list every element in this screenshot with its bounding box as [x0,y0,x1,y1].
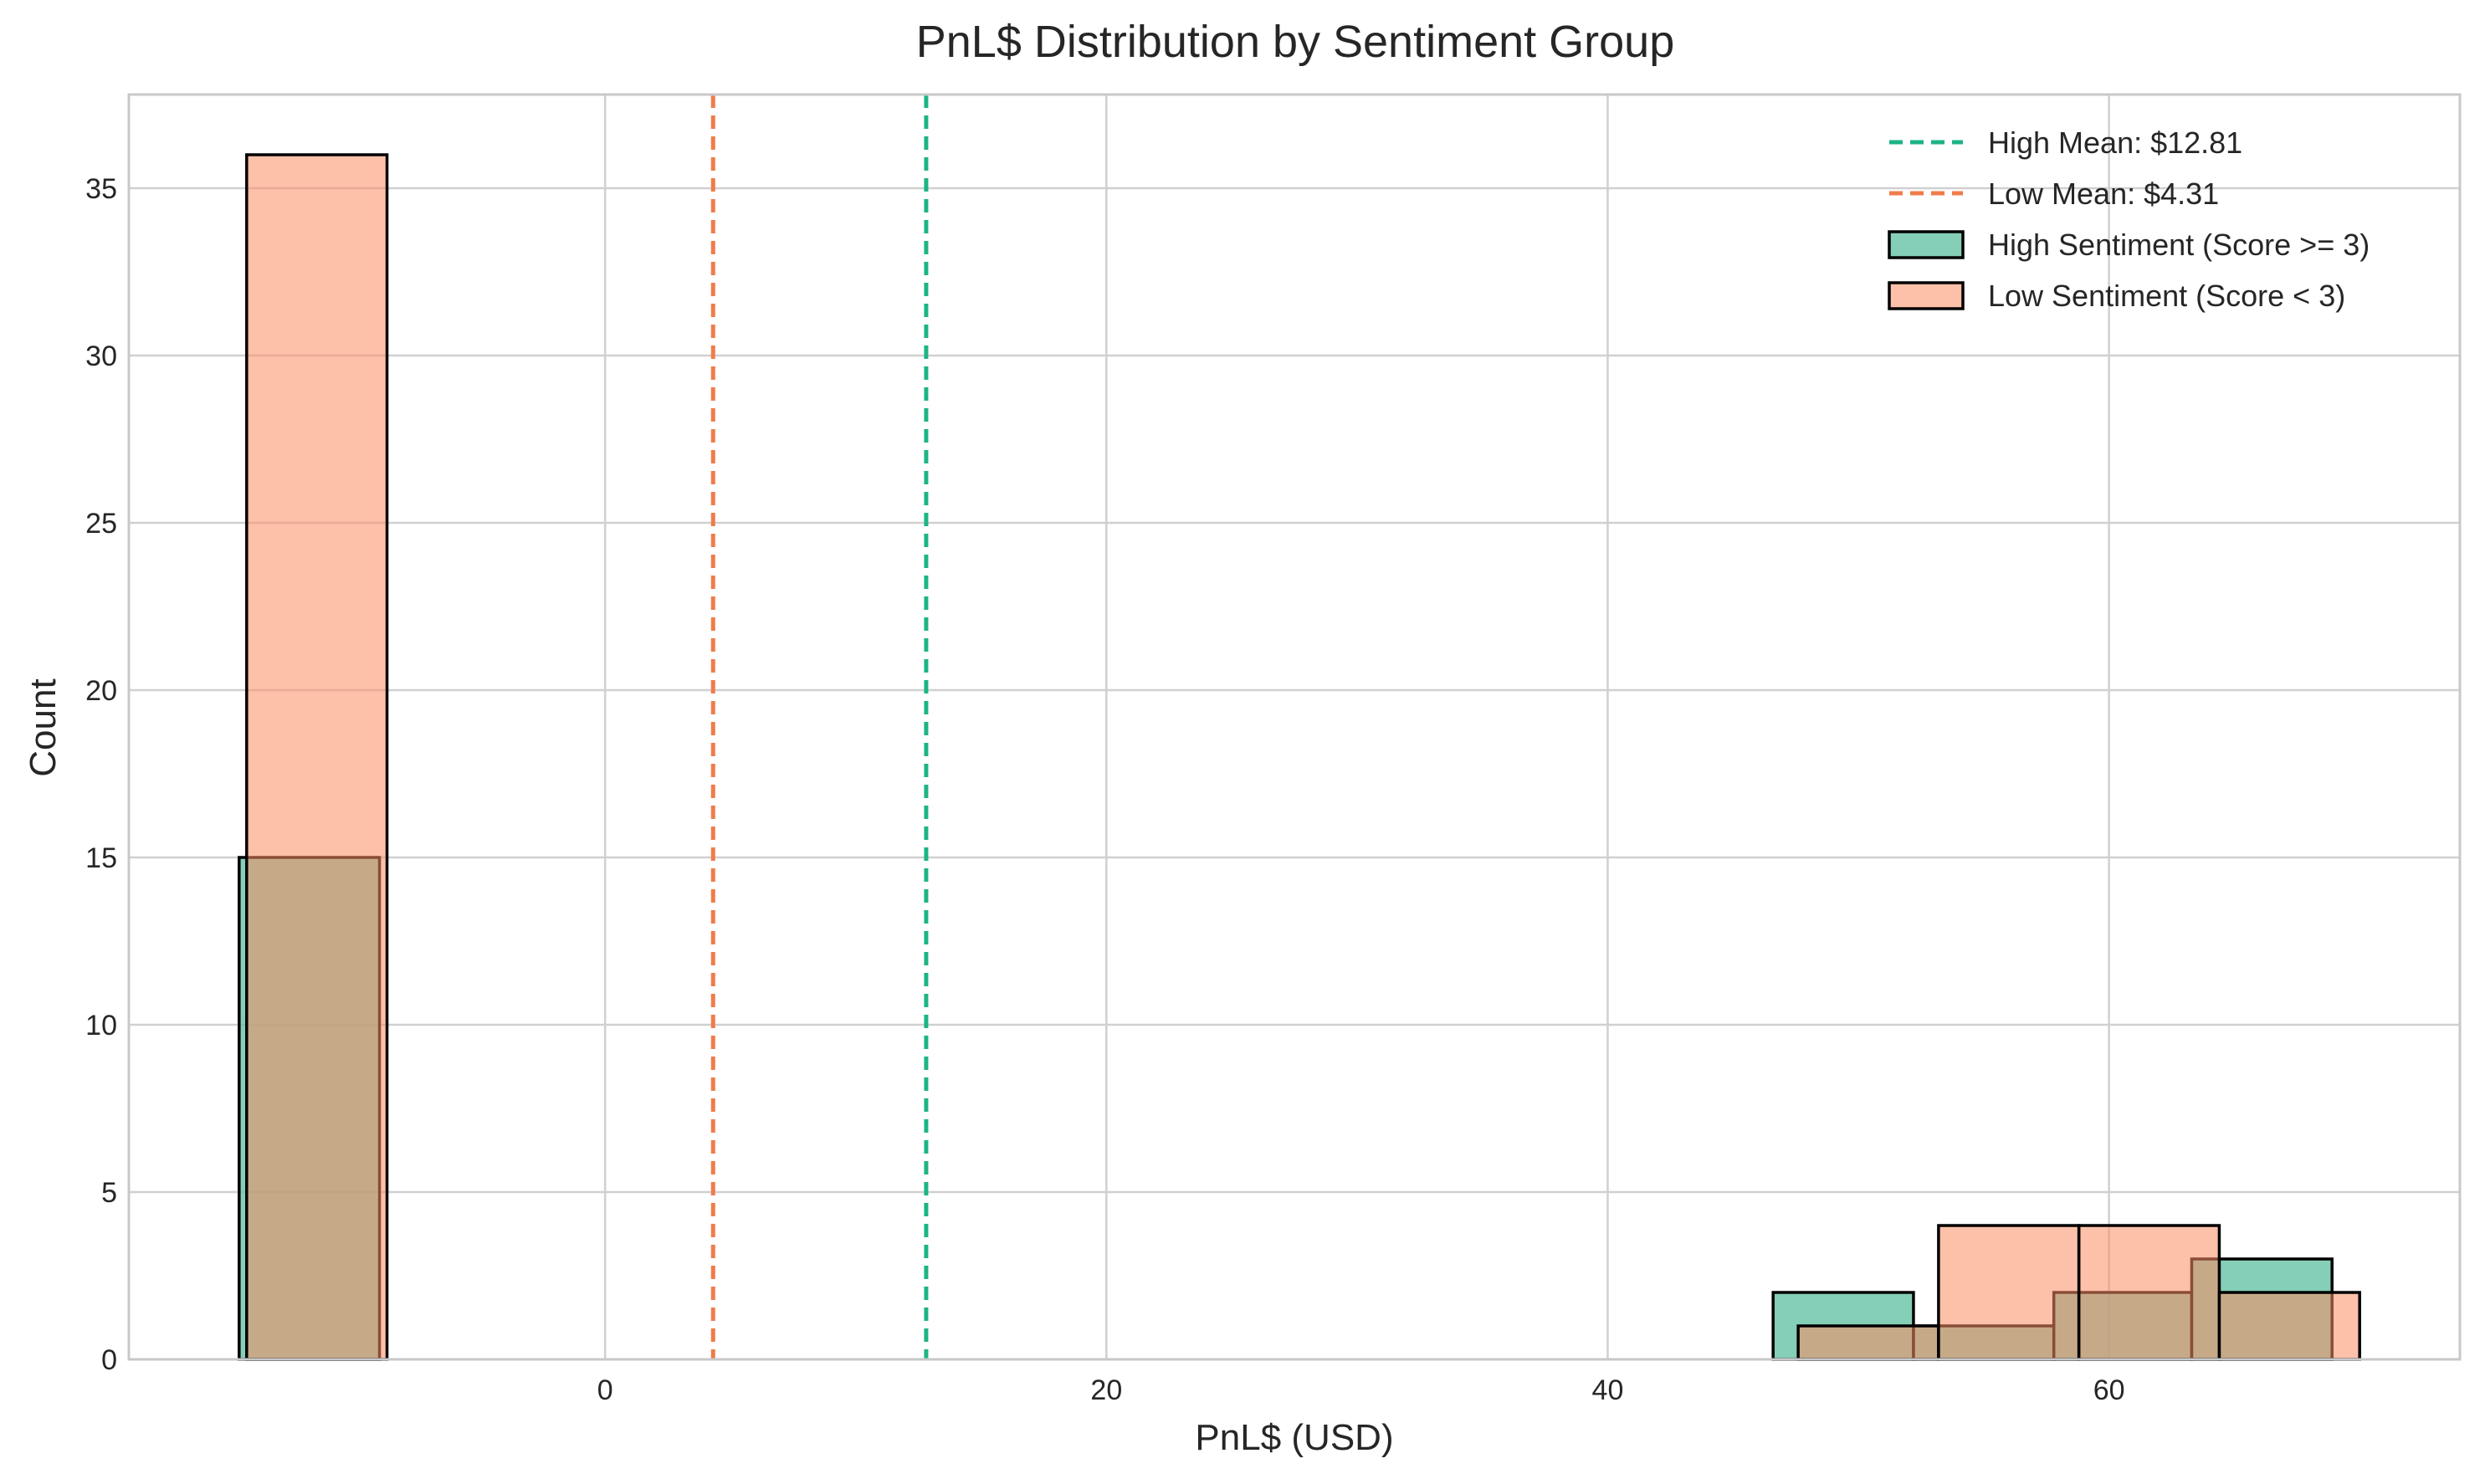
y-axis-label: Count [23,678,64,776]
y-tick-label: 15 [85,842,117,874]
mean-lines [710,95,929,1359]
x-tick-label: 40 [1592,1374,1624,1406]
y-tick-label: 5 [101,1177,117,1209]
plot-frame [127,93,2462,1361]
legend: High Mean: $12.81 Low Mean: $4.31 High Sen… [1888,125,2370,313]
histogram-bar-low [1937,1224,2081,1361]
x-tick-label: 20 [1090,1374,1122,1406]
histogram-bar-low [2217,1291,2361,1361]
y-tick-labels: 0 5 10 15 20 25 30 35 [85,173,117,1376]
x-axis-label: PnL$ (USD) [1195,1417,1393,1458]
y-tick-label: 35 [85,173,117,205]
legend-swatch-series [1888,230,1965,259]
y-tick-label: 0 [101,1344,117,1376]
legend-swatch-series [1888,281,1965,310]
legend-label: High Mean: $12.81 [1988,125,2242,160]
x-tick-labels: 0 20 40 60 [597,1374,2125,1406]
y-tick-label: 25 [85,508,117,540]
y-tick-label: 20 [85,675,117,707]
legend-label: High Sentiment (Score >= 3) [1988,228,2370,262]
histogram-bar-low [1796,1324,1940,1361]
x-tick-label: 60 [2093,1374,2125,1406]
y-tick-label: 10 [85,1010,117,1041]
chart-title: PnL$ Distribution by Sentiment Group [916,17,1674,67]
legend-label: Low Mean: $4.31 [1988,177,2219,211]
histogram-bar-low [245,153,389,1361]
y-tick-label: 30 [85,340,117,372]
histogram-bars [238,153,2361,1361]
x-tick-label: 0 [597,1374,613,1406]
histogram-bar-low [2077,1224,2221,1361]
legend-label: Low Sentiment (Score < 3) [1988,279,2345,313]
plot-area [129,95,2460,1359]
